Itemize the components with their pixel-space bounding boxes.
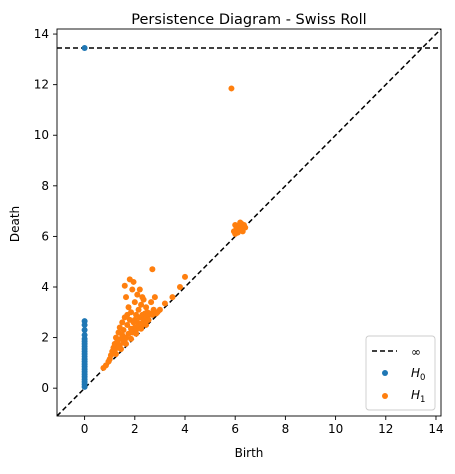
h0-point (81, 44, 88, 51)
h1-point (131, 316, 138, 323)
y-tick-label: 6 (41, 229, 49, 243)
y-tick-label: 10 (34, 128, 49, 142)
h1-point (128, 335, 135, 342)
h1-point (169, 294, 176, 301)
h1-point (239, 228, 246, 235)
h1-point (130, 278, 137, 285)
h1-point (149, 266, 156, 273)
x-tick-label: 14 (428, 422, 443, 436)
y-tick-label: 2 (41, 331, 49, 345)
x-tick-label: 12 (378, 422, 393, 436)
h1-point (134, 291, 141, 298)
plot-frame (56, 28, 442, 417)
x-tick-label: 2 (131, 422, 139, 436)
legend-h0-swatch (382, 370, 388, 376)
x-tick-label: 8 (282, 422, 290, 436)
h1-point (112, 351, 119, 358)
h0-point (81, 327, 88, 333)
x-tick-label: 6 (231, 422, 239, 436)
h1-point (232, 230, 239, 237)
h1-point (148, 299, 155, 306)
h1-point (121, 337, 128, 344)
h1-point (135, 306, 142, 313)
x-axis-label: Birth (235, 446, 264, 460)
legend: ∞ H0 H1 (365, 335, 436, 411)
h1-point (115, 344, 122, 351)
h1-point (176, 284, 183, 290)
y-tick-label: 0 (41, 381, 49, 395)
h1-point (133, 330, 140, 337)
h1-point (120, 327, 127, 333)
legend-infinity-label: ∞ (411, 345, 421, 359)
legend-box (365, 335, 436, 411)
h0-point (81, 332, 88, 339)
y-axis-ticks: 0 2 4 6 8 10 12 14 (34, 27, 57, 395)
legend-h0-text: H (411, 366, 420, 380)
legend-h1-swatch (382, 393, 388, 399)
x-tick-label: 0 (81, 422, 89, 436)
h1-point (124, 311, 131, 318)
h1-point (237, 219, 244, 226)
h1-point (138, 301, 145, 308)
legend-h1-text: H (411, 388, 420, 402)
x-tick-label: 10 (328, 422, 343, 436)
y-tick-label: 14 (34, 27, 49, 41)
h0-point (81, 318, 88, 325)
h1-point (228, 85, 235, 92)
h1-point (143, 321, 150, 328)
h1-point (161, 300, 168, 307)
y-tick-label: 4 (41, 280, 49, 294)
chart-title: Persistence Diagram - Swiss Roll (131, 12, 366, 28)
h1-point (131, 299, 138, 306)
h1-point (138, 325, 145, 332)
y-tick-label: 12 (34, 78, 49, 92)
y-tick-label: 8 (41, 179, 49, 193)
h1-point (139, 294, 146, 301)
y-axis-label: Death (8, 206, 22, 242)
h1-point (123, 294, 130, 301)
h1-point (121, 282, 128, 289)
x-axis-ticks: 0 2 4 6 8 10 12 14 (81, 416, 444, 436)
legend-h0-label: H0 (411, 366, 425, 383)
legend-h1-label: H1 (411, 388, 425, 405)
legend-h0-subscript: 0 (420, 373, 425, 383)
legend-h1-subscript: 1 (420, 395, 425, 405)
h1-point (156, 306, 163, 313)
h1-point (136, 286, 143, 293)
h1-point (129, 286, 136, 293)
x-tick-label: 4 (181, 422, 189, 436)
h1-point (151, 294, 158, 301)
h1-point (182, 273, 188, 280)
h1-point (125, 304, 132, 311)
h1-point (119, 319, 126, 326)
h1-point (145, 316, 152, 323)
h1-point (124, 321, 131, 328)
h1-point (143, 304, 150, 311)
